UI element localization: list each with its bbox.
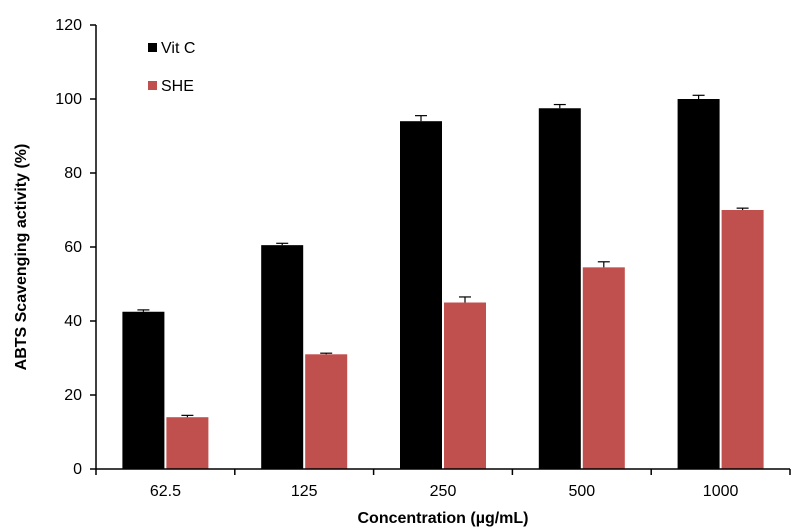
error-bars-group: [137, 94, 749, 418]
bar-she: [721, 210, 764, 469]
bar-she: [582, 267, 625, 469]
bar-she: [305, 354, 348, 469]
x-axis-title: Concentration (µg/mL): [358, 510, 529, 527]
bar-vit-c: [677, 99, 720, 469]
y-axis-title: ABTS Scavenging activity (%): [13, 144, 30, 371]
y-tick-label: 0: [73, 461, 82, 478]
legend-swatch-she: [148, 81, 157, 90]
x-tick-label: 1000: [703, 483, 739, 500]
legend-label-vit-c: Vit C: [161, 40, 195, 57]
x-tick-label: 125: [291, 483, 318, 500]
bar-she: [444, 302, 486, 469]
legend-label-she: SHE: [161, 78, 194, 95]
bars-group: [122, 99, 764, 469]
y-axis-ticks: 0 20 40 60 80 100 120: [55, 17, 96, 478]
bar-she: [166, 417, 209, 469]
x-tick-label: 500: [568, 483, 595, 500]
y-tick-label: 60: [64, 239, 82, 256]
bar-vit-c: [538, 108, 581, 469]
y-tick-label: 100: [55, 91, 82, 108]
y-tick-label: 120: [55, 17, 82, 34]
x-axis-ticks: 62.5 125 250 500 1000: [95, 469, 791, 500]
legend-swatch-vit-c: [148, 43, 157, 52]
bar-vit-c: [400, 121, 442, 469]
legend: Vit C SHE: [148, 40, 195, 95]
y-tick-label: 20: [64, 387, 82, 404]
y-tick-label: 80: [64, 165, 82, 182]
x-tick-label: 62.5: [150, 483, 181, 500]
bar-vit-c: [122, 311, 165, 469]
y-tick-label: 40: [64, 313, 82, 330]
x-tick-label: 250: [430, 483, 457, 500]
bar-vit-c: [261, 245, 304, 469]
